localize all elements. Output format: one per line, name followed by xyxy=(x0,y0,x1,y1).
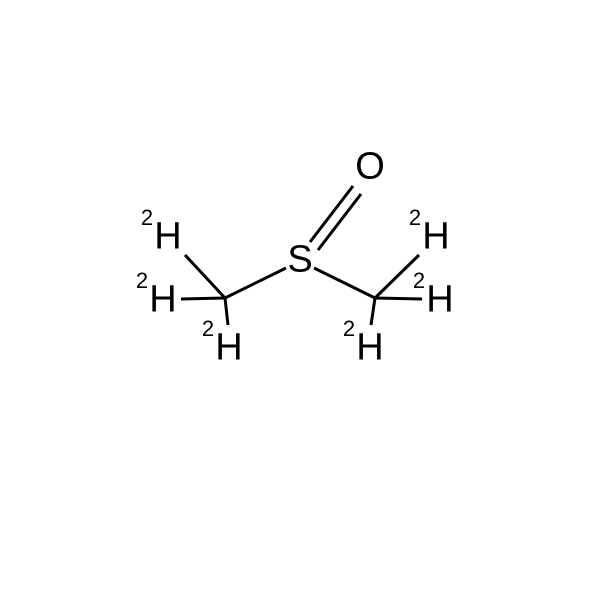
bonds-layer xyxy=(0,0,600,600)
bond-line xyxy=(314,268,375,298)
isotope-superscript-H4: 2 xyxy=(409,205,421,231)
bond-line xyxy=(181,298,225,299)
isotope-superscript-H2: 2 xyxy=(136,268,148,294)
bond-line xyxy=(185,255,225,298)
atom-label-S: S xyxy=(287,239,312,282)
isotope-superscript-H3: 2 xyxy=(202,316,214,342)
atom-label-H2: H xyxy=(149,279,176,322)
bond-line xyxy=(375,298,422,299)
bond-line xyxy=(225,298,228,325)
bond-line xyxy=(371,298,375,325)
bond-line xyxy=(225,268,286,298)
atom-label-H1: H xyxy=(154,216,181,259)
chemical-structure-diagram: SOH2H2H2H2H2H2 xyxy=(0,0,600,600)
isotope-superscript-H6: 2 xyxy=(343,316,355,342)
atom-label-H3: H xyxy=(215,327,242,370)
atom-label-H5: H xyxy=(426,279,453,322)
isotope-superscript-H1: 2 xyxy=(141,205,153,231)
atom-label-H6: H xyxy=(356,327,383,370)
isotope-superscript-H5: 2 xyxy=(413,268,425,294)
atom-label-O: O xyxy=(355,146,385,189)
atom-label-H4: H xyxy=(422,216,449,259)
